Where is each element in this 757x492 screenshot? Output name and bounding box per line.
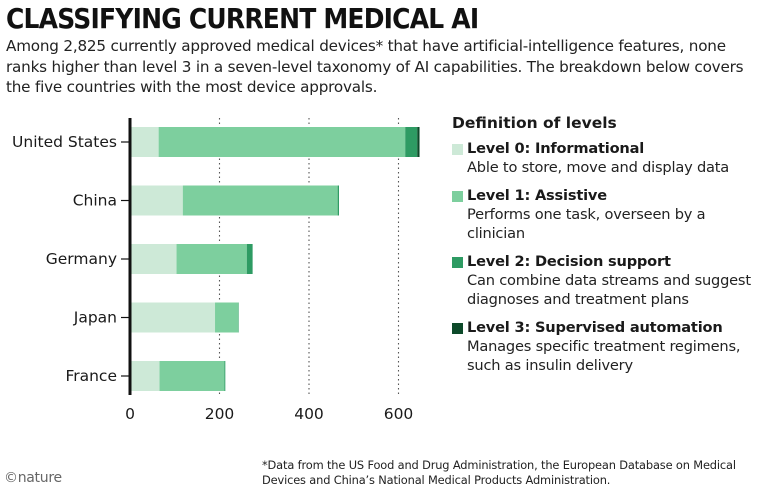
category-label: France: [65, 367, 117, 385]
bar-france-level-2: [224, 361, 226, 391]
legend-swatch-level-3: [452, 322, 463, 334]
bar-japan-level-0: [130, 302, 216, 333]
bar-china-level-1: [182, 185, 338, 216]
legend-desc-level-3: Manages specific treatment regimens, suc…: [467, 337, 741, 375]
bar-china-level-0: [130, 185, 183, 216]
legend-desc-level-1: Performs one task, overseen by a clinici…: [467, 205, 706, 243]
legend-item-level-0: Level 0: Informational Able to store, mo…: [450, 139, 755, 178]
bar-united-states-level-3: [417, 127, 420, 157]
legend-label-level-1: Level 1: Assistive: [467, 186, 607, 204]
bar-united-states-level-1: [158, 127, 406, 157]
footnote: *Data from the US Food and Drug Administ…: [262, 458, 736, 487]
legend-swatch-level-1: [452, 190, 463, 202]
bar-france-level-1: [159, 361, 225, 391]
category-label: China: [73, 192, 117, 210]
chart-title: CLASSIFYING CURRENT MEDICAL AI: [6, 2, 479, 35]
x-tick-label: 0: [125, 405, 135, 423]
legend-label-level-2: Level 2: Decision support: [467, 252, 671, 270]
x-tick-label: 200: [205, 405, 235, 423]
bar-france-level-0: [130, 361, 160, 391]
bar-germany-level-1: [176, 244, 247, 274]
nature-logo: ©nature: [4, 470, 62, 486]
bar-united-states-level-2: [405, 127, 418, 157]
legend-item-level-1: Level 1: Assistive Performs one task, ov…: [450, 186, 755, 244]
x-tick-label: 400: [294, 405, 324, 423]
bar-germany-level-0: [130, 244, 177, 274]
bar-united-states-level-0: [130, 127, 159, 157]
category-label: United States: [12, 133, 117, 151]
levels-legend: Definition of levels Level 0: Informatio…: [450, 114, 755, 384]
legend-item-level-3: Level 3: Supervised automation Manages s…: [450, 318, 755, 376]
legend-label-level-3: Level 3: Supervised automation: [467, 318, 723, 336]
legend-desc-level-0: Able to store, move and display data: [467, 159, 730, 176]
legend-desc-level-2: Can combine data streams and suggest dia…: [467, 271, 751, 309]
bar-chart: United States China Germany Japan France 0 200…: [12, 118, 420, 423]
legend-swatch-level-0: [452, 144, 463, 155]
legend-item-level-2: Level 2: Decision support Can combine da…: [450, 252, 755, 310]
x-tick-label: 600: [384, 405, 414, 423]
category-label: Germany: [46, 250, 117, 268]
legend-label-level-0: Level 0: Informational: [467, 140, 645, 157]
legend-swatch-level-2: [452, 256, 463, 268]
chart-subtitle: Among 2,825 currently approved medical d…: [6, 37, 744, 96]
category-label: Japan: [73, 309, 117, 327]
legend-title: Definition of levels: [452, 114, 617, 132]
bar-germany-level-2: [246, 244, 253, 274]
bar-japan-level-1: [215, 302, 239, 333]
bar-china-level-2: [337, 185, 339, 216]
